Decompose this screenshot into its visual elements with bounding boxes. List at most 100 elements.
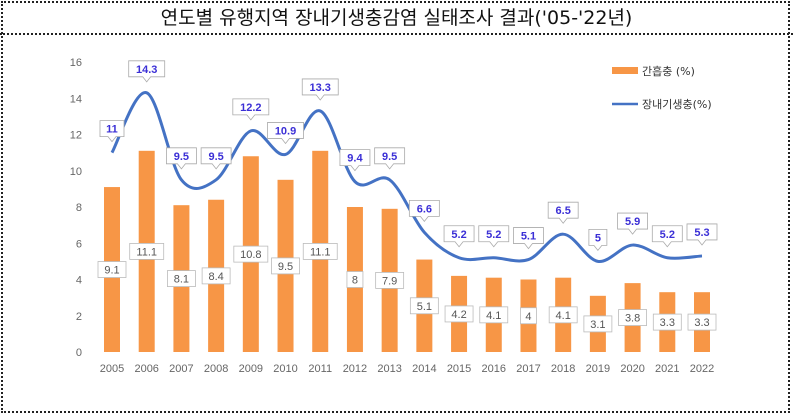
bar-data-label: 11.1 xyxy=(136,246,157,258)
line-label-callout xyxy=(588,228,608,252)
line-data-label: 11 xyxy=(106,124,118,136)
line-label-callout xyxy=(478,225,510,248)
line-data-label: 9.5 xyxy=(208,151,223,163)
line-data-label: 13.3 xyxy=(310,82,331,94)
bar-label-box xyxy=(302,243,338,260)
bar-label-box xyxy=(233,245,269,263)
y-tick-label: 14 xyxy=(70,93,82,105)
bar-data-label: 3.1 xyxy=(590,319,605,331)
bar-data-label: 10.8 xyxy=(240,249,261,261)
line-series xyxy=(110,91,703,263)
bar-data-label: 3.8 xyxy=(625,313,640,325)
bar-label-box xyxy=(409,297,439,315)
bar-data-label: 9.5 xyxy=(278,261,293,273)
y-tick-label: 4 xyxy=(76,275,82,287)
y-tick-label: 16 xyxy=(70,57,82,69)
bar-label-box xyxy=(548,306,578,324)
x-tick-label: 2011 xyxy=(308,363,332,375)
bar-label-box xyxy=(201,267,231,285)
line-label-callout xyxy=(267,122,304,145)
line-label-callout xyxy=(408,199,440,223)
line-data-label: 5.2 xyxy=(660,229,675,241)
line-data-label: 5.3 xyxy=(694,227,709,239)
bar-data-label: 9.1 xyxy=(104,265,119,277)
x-tick-label: 2010 xyxy=(273,363,297,375)
bar-data-label: 3.3 xyxy=(660,317,675,329)
line-label-callout xyxy=(166,147,197,170)
x-tick-label: 2009 xyxy=(239,363,263,375)
line-label-callout xyxy=(547,201,579,224)
line-data-label: 9.4 xyxy=(347,153,363,165)
bar-label-box xyxy=(375,272,405,289)
x-tick-label: 2015 xyxy=(447,363,471,375)
x-tick-label: 2014 xyxy=(412,363,436,375)
bar-label-box xyxy=(479,306,509,324)
y-tick-label: 6 xyxy=(76,238,82,250)
chart-title: 연도별 유행지역 장내기생충감염 실태조사 결과('05-'22년) xyxy=(0,0,793,35)
bar-label-box xyxy=(444,305,474,323)
line-data-label: 5.2 xyxy=(451,229,466,241)
x-tick-label: 2006 xyxy=(134,363,158,375)
bar-data-label: 4 xyxy=(525,311,531,323)
line-label-callout xyxy=(301,78,339,101)
line-data-label: 14.3 xyxy=(136,64,157,76)
bar-data-label: 8.1 xyxy=(174,274,189,286)
x-tick-label: 2017 xyxy=(516,363,540,375)
line-data-label: 9.5 xyxy=(174,151,189,163)
bar-label-box xyxy=(271,257,300,275)
bar-label-box xyxy=(97,261,127,278)
bar-data-label: 4.1 xyxy=(556,310,571,322)
line-label-callout xyxy=(443,225,475,248)
x-tick-label: 2008 xyxy=(204,363,228,375)
line-label-callout xyxy=(374,147,406,170)
line-label-callout xyxy=(99,120,125,143)
bar-label-box xyxy=(520,307,537,325)
bar-data-label: 4.1 xyxy=(486,310,501,322)
bar-label-box xyxy=(687,313,717,331)
line-data-label: 12.2 xyxy=(240,102,261,114)
x-tick-label: 2022 xyxy=(690,363,714,375)
y-tick-label: 0 xyxy=(76,347,82,359)
bar-label-box xyxy=(129,243,165,260)
bar-label-box xyxy=(652,313,682,331)
x-tick-label: 2019 xyxy=(586,363,610,375)
line-data-label: 6.6 xyxy=(417,203,432,215)
line-data-label: 10.9 xyxy=(275,125,296,137)
line-data-label: 9.5 xyxy=(382,151,397,163)
bar-data-label: 3.3 xyxy=(694,317,709,329)
bar-data-label: 11.1 xyxy=(310,246,331,258)
bar-data-label: 5.1 xyxy=(417,301,432,313)
line-label-callout xyxy=(651,225,683,248)
line-data-label: 5.2 xyxy=(486,229,501,241)
x-tick-label: 2007 xyxy=(169,363,193,375)
line-data-label: 5.1 xyxy=(521,231,536,243)
y-tick-label: 10 xyxy=(70,166,82,178)
y-tick-label: 8 xyxy=(76,202,82,214)
line-label-callout xyxy=(339,149,371,172)
y-tick-label: 12 xyxy=(70,130,82,142)
line-data-label: 5.9 xyxy=(625,216,640,228)
x-tick-label: 2012 xyxy=(343,363,367,375)
x-tick-label: 2021 xyxy=(655,363,679,375)
bar-label-box xyxy=(167,270,196,287)
line-label-callout xyxy=(200,147,232,170)
legend-swatch-bar xyxy=(612,67,638,74)
bar-data-label: 8.4 xyxy=(208,271,223,283)
line-label-callout xyxy=(128,60,166,83)
bar-label-box xyxy=(346,271,364,288)
bar-label-box xyxy=(618,309,647,326)
x-tick-label: 2020 xyxy=(620,363,644,375)
y-tick-label: 2 xyxy=(76,311,82,323)
x-tick-label: 2016 xyxy=(482,363,506,375)
line-data-label: 5 xyxy=(595,232,601,244)
line-label-callout xyxy=(513,227,544,250)
bar-data-label: 4.2 xyxy=(451,309,466,321)
x-tick-label: 2018 xyxy=(551,363,575,375)
bar-data-label: 7.9 xyxy=(382,275,397,287)
line-label-callout xyxy=(617,212,648,235)
legend-label-line: 장내기생충(%) xyxy=(642,98,712,111)
bar-data-label: 8 xyxy=(352,275,358,287)
legend-label-bar: 간흡충 (%) xyxy=(642,64,695,78)
